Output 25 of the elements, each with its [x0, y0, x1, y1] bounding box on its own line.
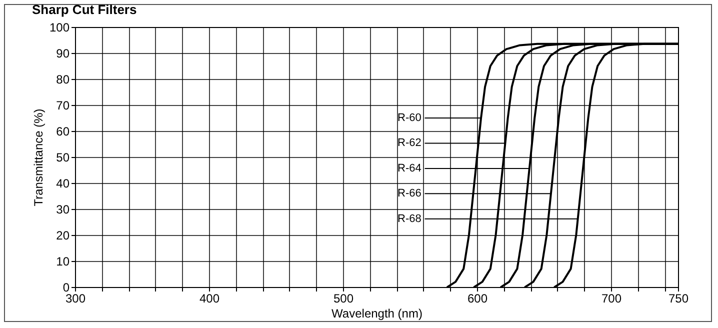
x-tick-label: 700 [601, 292, 622, 306]
y-tick-label: 80 [56, 72, 70, 86]
y-tick-label: 70 [56, 98, 70, 112]
y-tick-label: 30 [56, 202, 70, 216]
chart-title: Sharp Cut Filters [32, 2, 137, 17]
y-tick-label: 100 [49, 20, 70, 34]
y-axis-title: Transmittance (%) [31, 108, 46, 206]
x-tick-label: 600 [467, 292, 488, 306]
text: R-60 [398, 112, 422, 124]
x-tick-label: 500 [333, 292, 354, 306]
text: R-62 [398, 137, 422, 150]
y-tick-label: 20 [56, 228, 70, 242]
x-tick-label: 300 [65, 292, 86, 306]
y-tick-label: 50 [56, 150, 70, 164]
x-axis-title: Wavelength (nm) [332, 306, 422, 320]
y-tick-label: 60 [56, 124, 70, 138]
y-tick-label: 40 [56, 176, 70, 190]
x-tick-label: 400 [199, 292, 220, 306]
y-tick-label: 90 [56, 46, 70, 60]
text: R-66 [398, 188, 422, 200]
x-tick-label: 750 [668, 292, 689, 306]
y-tick-label: 10 [56, 254, 70, 268]
text: R-68 [398, 212, 422, 225]
y-tick-label: 0 [62, 280, 70, 294]
text: R-64 [398, 162, 422, 174]
